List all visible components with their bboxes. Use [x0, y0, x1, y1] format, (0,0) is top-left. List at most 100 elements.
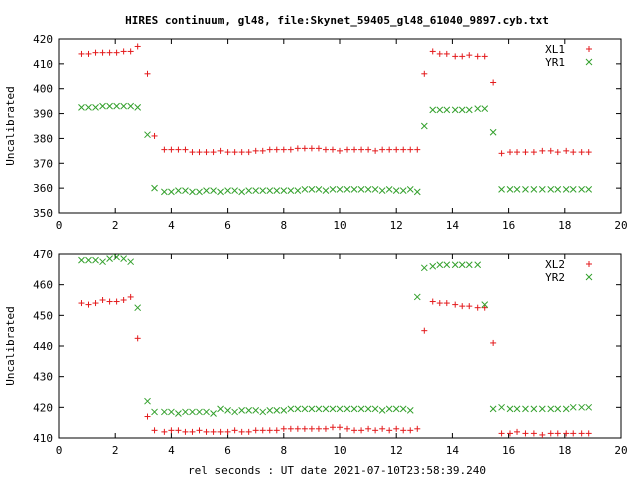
panel1-x-tick-label: 8 [280, 219, 287, 232]
panel1-xl1-point [308, 145, 315, 152]
panel1-yr1-point [489, 128, 497, 136]
panel1-yr1-point [506, 186, 514, 193]
panel2-yr2-point [513, 405, 521, 413]
panel1-yr1-legend-marker [585, 58, 593, 66]
panel1-xl1-point [127, 48, 134, 55]
panel1-yr1-point [451, 106, 459, 114]
panel1-yr1-legend-label: YR1 [545, 56, 565, 69]
panel1-xl1-point [217, 147, 224, 154]
panel1-xl1-point [224, 149, 231, 156]
panel1-yr1-point [189, 188, 196, 196]
panel2-xl2-point [210, 428, 217, 435]
panel2-yr2-point [92, 256, 99, 264]
panel2-xl2-point [337, 424, 343, 431]
panel1-yr1-point [210, 187, 217, 194]
panel2-xl2-point [280, 425, 287, 432]
panel1-xl1-point [106, 49, 113, 56]
panel1-y-tick-label: 410 [33, 58, 53, 71]
panel2-x-tick-label: 10 [333, 444, 346, 457]
panel1-y-tick-label: 360 [33, 182, 53, 195]
panel2-xl2-point [452, 301, 459, 308]
panel2-yr2-point [301, 405, 309, 413]
panel1-yr1-point [106, 102, 113, 110]
panel1-xl1-point [514, 149, 521, 156]
panel1-yr1-point [458, 106, 466, 114]
panel1-yr1-point [522, 186, 529, 193]
panel2-yr2-point [530, 405, 538, 413]
panel2-yr2-point [481, 301, 489, 308]
panel2-x-tick-label: 2 [112, 444, 119, 457]
panel2-yr2-point [350, 405, 358, 413]
panel1-xl1-point [459, 53, 466, 60]
panel1-xl1-point [443, 50, 450, 57]
panel2-yr2-point [357, 405, 365, 413]
panel2-yr2-point [378, 407, 386, 414]
panel2-x-tick-label: 8 [280, 444, 287, 457]
panel2-xl2-point [113, 298, 120, 305]
panel2-xl2-point [106, 298, 113, 305]
panel2-y-tick-label: 410 [33, 432, 53, 445]
panel1-xl1-point [507, 149, 514, 156]
panel2-xl2-point [578, 430, 585, 437]
panel2-x-tick-label: 12 [390, 444, 403, 457]
panel1-xl1-point [429, 48, 436, 55]
panel2-xl2-point [351, 427, 358, 434]
panel1-xl1-point [144, 70, 151, 77]
panel1-xl1-legend-label: XL1 [545, 43, 565, 56]
panel1-yr1-point [113, 102, 120, 110]
panel1-yr1-point [474, 105, 482, 112]
panel1-yr1-point [245, 187, 253, 194]
panel1-yr1-point [399, 187, 407, 194]
panel1-yr1-point [238, 188, 246, 196]
panel1-yr1-point [175, 187, 182, 194]
panel1-xl1-point [78, 50, 85, 57]
panel2-xl2-point [245, 428, 252, 435]
panel1-x-tick-label: 2 [112, 219, 119, 232]
panel1-yr1-point [406, 186, 414, 193]
panel2-xl2-point [266, 427, 273, 434]
panel1-xl1-point [329, 146, 336, 153]
panel2-yr2-point [406, 407, 414, 414]
panel1-yr1-point [530, 186, 538, 193]
panel1-yr1-point [336, 186, 344, 193]
panel1-xl1-point [400, 146, 407, 153]
panel1-yr1-point [308, 186, 316, 193]
panel1-yr1-point [294, 187, 302, 194]
panel2-xl2-point [429, 298, 436, 305]
panel2-yr2-point [343, 405, 351, 413]
panel2-xl2-point [92, 300, 99, 307]
panel2-xl2-point [554, 430, 561, 437]
panel1-xl1-point [113, 49, 120, 56]
x-axis-label: rel seconds : UT date 2021-07-10T23:58:3… [188, 464, 486, 477]
panel1-xl1-point [210, 149, 217, 156]
panel1-yr1-point [538, 186, 546, 193]
panel2-x-tick-label: 18 [558, 444, 571, 457]
panel2-xl2-point [151, 427, 158, 434]
panel1-yr1-point [322, 187, 330, 194]
panel2-xl2-point [273, 427, 280, 434]
panel1-x-tick-label: 6 [224, 219, 231, 232]
panel2-xl2-point [570, 430, 577, 437]
panel2-xl2-point [287, 425, 294, 432]
panel1-yr1-point [585, 186, 593, 193]
panel2-yr2-point [364, 405, 372, 413]
panel1-yr1-point [578, 186, 586, 193]
panel2-yr2-point [498, 403, 505, 411]
panel1-xl1-point [337, 147, 343, 154]
panel1-yr1-point [513, 186, 521, 193]
panel2-yr2-point [578, 403, 586, 411]
panel2-y-tick-label: 440 [33, 340, 53, 353]
panel1-yr1-point [231, 187, 238, 194]
panel1-yr1-point [498, 186, 505, 193]
panel2-yr2-point [196, 408, 203, 416]
panel2-yr2-point [538, 405, 546, 413]
panel2-xl2-point [203, 428, 210, 435]
panel2-yr2-point [203, 408, 210, 416]
panel1-xl1-point [182, 146, 189, 153]
panel1-xl1-point [530, 149, 537, 156]
panel1-yr1-point [168, 188, 175, 196]
panel1-xl1-point [372, 147, 379, 154]
panel2-xl2-point [459, 303, 466, 310]
panel1-y-tick-label: 350 [33, 207, 53, 220]
